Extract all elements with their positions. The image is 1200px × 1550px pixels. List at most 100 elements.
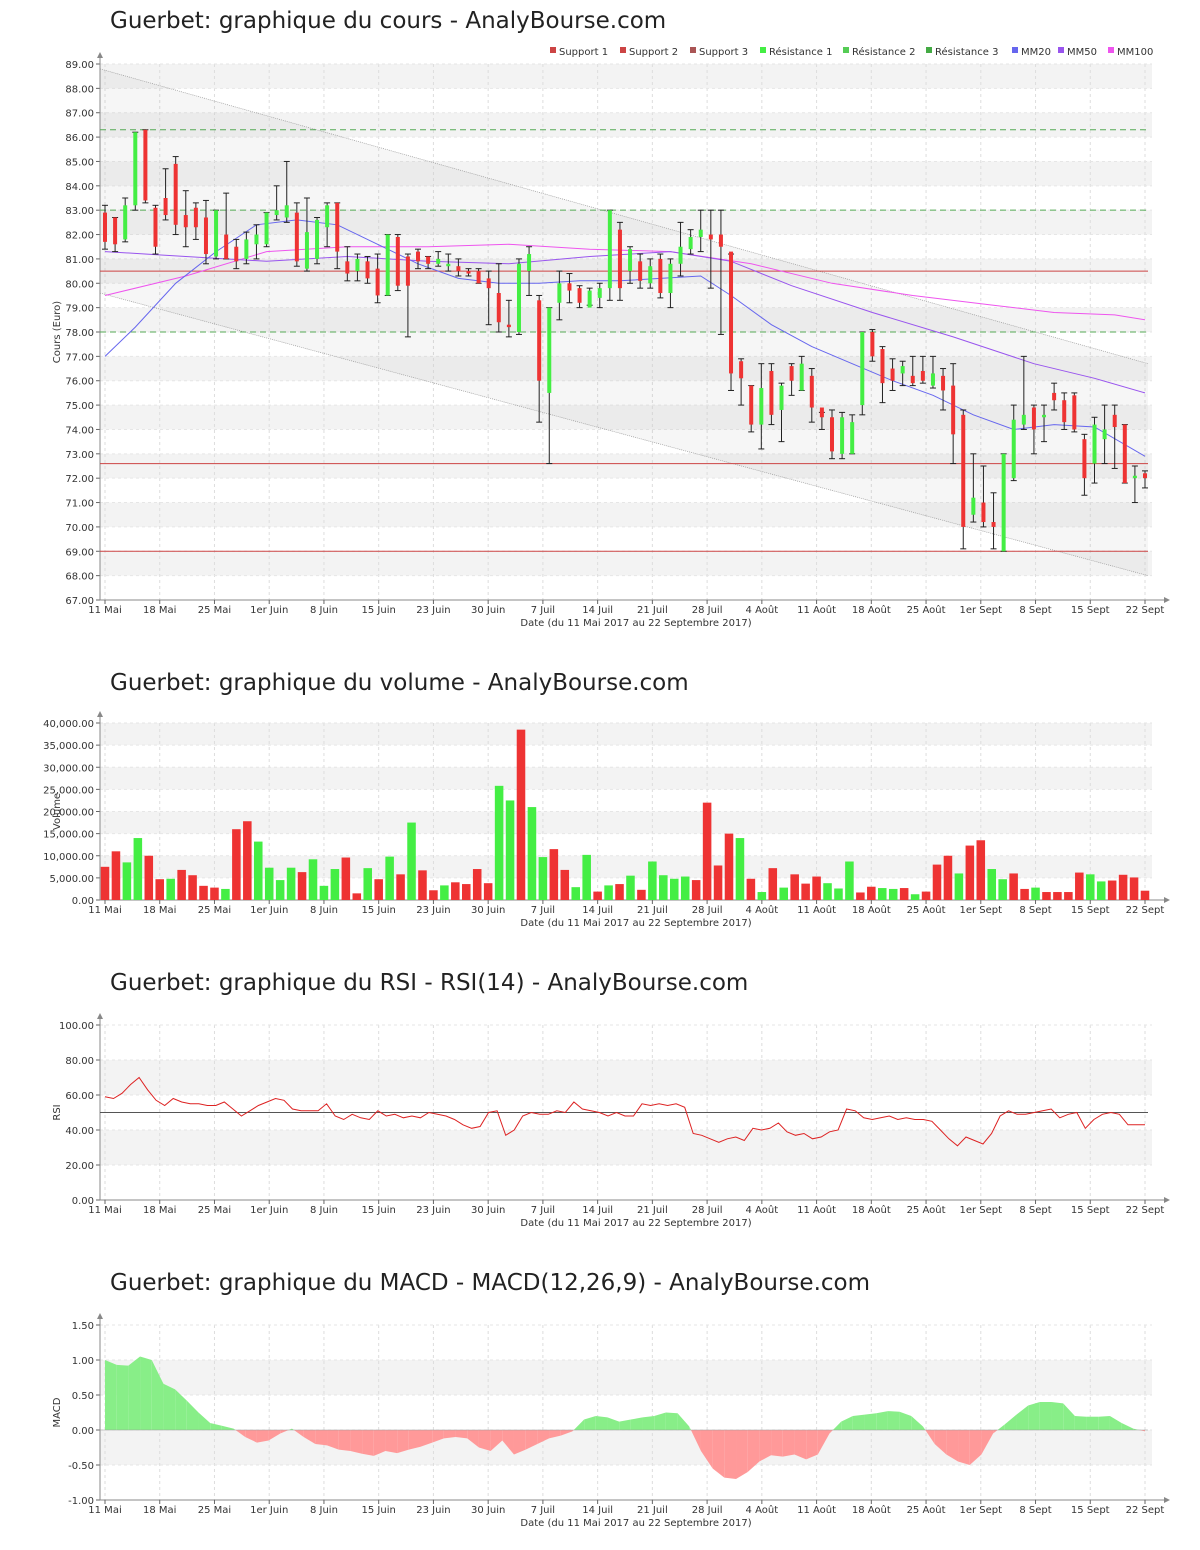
y-axis-label: Volume (52, 793, 63, 830)
volume-bar (593, 891, 602, 900)
volume-bar (275, 880, 285, 900)
rsi-line (104, 1076, 1145, 1147)
volume-bar (232, 829, 241, 900)
macd-chart: -1.00 -0.50 0.00 0.50 1.00 1.50 11 Mai 18 Mai 25… (52, 1313, 1170, 1529)
macd-area-positive (677, 1413, 690, 1430)
candle-body (304, 232, 309, 269)
macd-area-positive (1028, 1402, 1040, 1430)
x-tick-label: 4 Août (746, 904, 779, 916)
candle-body (163, 198, 168, 216)
candle-body (446, 263, 451, 267)
macd-area-negative (993, 1430, 998, 1434)
x-tick-label: 8 Sept (1019, 905, 1051, 916)
x-tick-label: 11 Août (797, 1504, 836, 1516)
candle-body (537, 300, 542, 381)
macd-area-positive (607, 1417, 620, 1430)
volume-bar (385, 856, 394, 900)
candle-body (315, 219, 320, 259)
volume-bar (735, 838, 745, 900)
macd-area-positive (654, 1412, 666, 1430)
macd-area-negative (724, 1430, 737, 1479)
price-chart: 67.00 68.00 69.00 70.00 71.00 72.00 73.00 74.00… (52, 46, 1170, 629)
volume-bar (1053, 892, 1062, 900)
legend-label: MM50 (1067, 47, 1097, 58)
candle-body (244, 239, 249, 259)
y-tick-label: 15,000.00 (43, 830, 94, 841)
x-tick-label: 1er Sept (960, 1505, 1003, 1516)
volume-bar (582, 854, 591, 900)
macd-area-negative (338, 1430, 351, 1451)
macd-area-negative (525, 1430, 538, 1450)
volume-bar (1096, 881, 1106, 900)
candle-body (920, 370, 925, 381)
rsi-chart-title: Guerbet: graphique du RSI - RSI(14) - An… (110, 970, 749, 996)
candle-body (941, 375, 946, 391)
rsi-chart: 0.00 20.00 40.00 60.00 80.00 100.00 11 Mai 18 M… (52, 1013, 1170, 1229)
x-tick-label: 25 Mai (198, 1205, 231, 1216)
candle-body (516, 263, 521, 332)
macd-area-negative (467, 1430, 479, 1448)
volume-bar (637, 889, 646, 900)
macd-area-positive (140, 1356, 152, 1430)
candle-body (264, 212, 269, 245)
x-tick-label: 28 Juil (692, 905, 723, 916)
trend-line-upper (99, 68, 1149, 365)
x-tick-label: 1er Juin (250, 1505, 288, 1516)
macd-area-positive (1016, 1405, 1029, 1430)
legend-label: MM100 (1117, 47, 1153, 58)
volume-bar (659, 875, 668, 900)
macd-area-negative (443, 1430, 456, 1439)
volume-bar (221, 888, 230, 900)
candle-body (214, 210, 219, 257)
y-tick-label: 20,000.00 (43, 808, 94, 819)
volume-bar (888, 888, 898, 900)
y-tick-label: 35,000.00 (43, 741, 94, 752)
candle-body (193, 207, 198, 228)
volume-bar (1075, 872, 1084, 900)
x-tick-label: 30 Juin (471, 605, 505, 616)
macd-area-positive (288, 1428, 292, 1430)
x-tick-label: 8 Sept (1019, 1205, 1051, 1216)
candle-body (1102, 429, 1107, 440)
macd-area-positive (175, 1389, 187, 1430)
x-tick-label: 25 Août (907, 1504, 946, 1516)
candle-body (234, 246, 239, 262)
candle-body (325, 205, 330, 228)
macd-area-negative (478, 1430, 491, 1451)
legend-swatch (690, 47, 696, 53)
candle-body (1001, 453, 1006, 552)
macd-area-positive (630, 1417, 643, 1430)
volume-bar (483, 883, 493, 900)
candle-body (729, 251, 734, 374)
volume-bar (210, 887, 219, 900)
y-tick-label: 77.00 (65, 352, 94, 363)
macd-area-positive (128, 1356, 141, 1430)
x-tick-label: 4 Août (746, 604, 779, 616)
x-tick-label: 18 Août (852, 904, 891, 916)
x-tick-label: 18 Août (852, 1204, 891, 1216)
macd-area-positive (997, 1424, 1005, 1430)
x-axis-label: Date (du 11 Mai 2017 au 22 Septembre 201… (520, 1518, 751, 1529)
macd-area-positive (1086, 1416, 1099, 1430)
x-tick-label: 23 Juin (416, 605, 450, 616)
volume-bar (188, 875, 197, 900)
candle-body (123, 205, 128, 240)
y-tick-label: 40,000.00 (43, 719, 94, 730)
y-tick-label: 69.00 (65, 547, 94, 558)
legend-label: Support 3 (699, 47, 748, 58)
candle-body (840, 417, 845, 454)
volume-bar (396, 874, 405, 900)
macd-area-positive (689, 1426, 691, 1430)
macd-area-positive (1109, 1416, 1122, 1430)
x-tick-label: 23 Juin (416, 1205, 450, 1216)
volume-bar (461, 884, 471, 900)
candle-body (436, 258, 441, 264)
y-tick-label: 20.00 (65, 1161, 94, 1172)
x-axis-arrow (1164, 897, 1170, 903)
y-axis-arrow (97, 711, 103, 717)
macd-area-negative (235, 1430, 246, 1437)
y-axis-label: Cours (Euro) (52, 301, 63, 364)
y-tick-label: 0.00 (72, 1196, 94, 1207)
volume-bar (1140, 890, 1150, 900)
x-tick-label: 1er Sept (960, 605, 1003, 616)
